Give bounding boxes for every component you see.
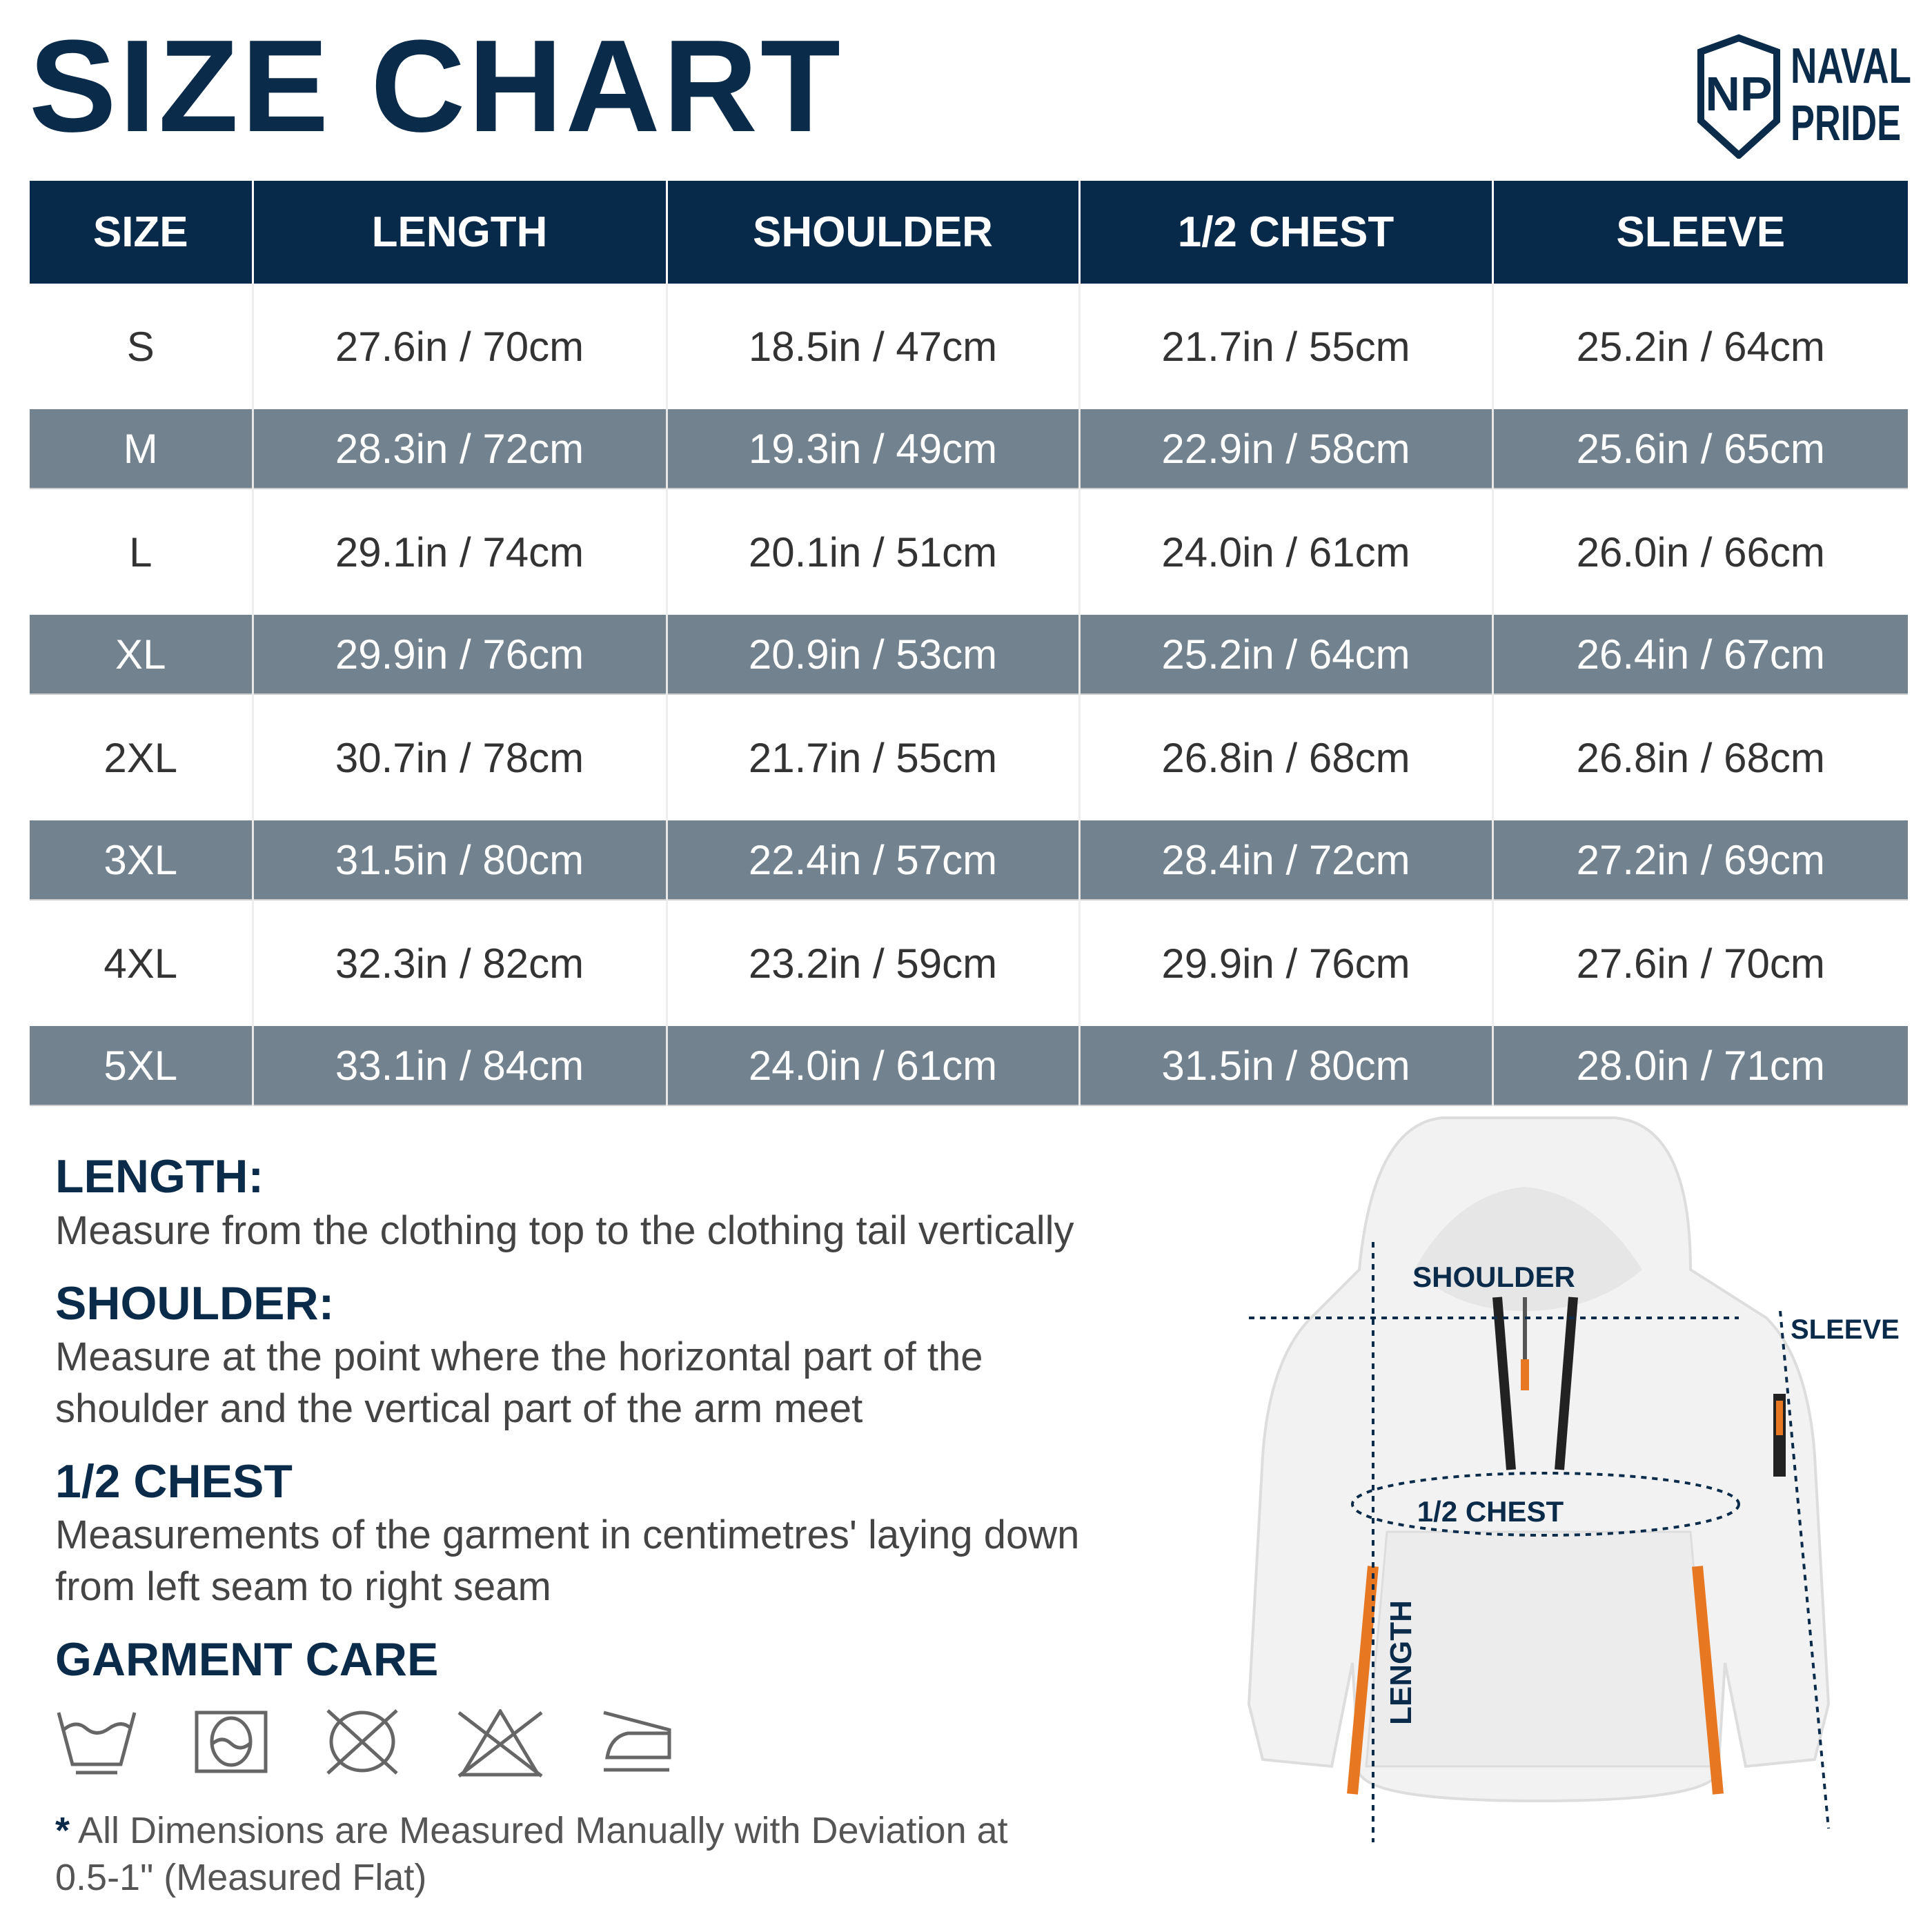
chest-cell: 24.0in / 61cm [1078, 489, 1492, 615]
size-cell: L [30, 489, 253, 615]
svg-text:PRIDE: PRIDE [1791, 96, 1901, 151]
chest-cell: 28.4in / 72cm [1078, 820, 1492, 900]
measurement-note: * All Dimensions are Measured Manually w… [55, 1810, 1008, 1898]
size-cell: 2XL [30, 694, 253, 820]
chest-cell: 29.9in / 76cm [1078, 900, 1492, 1026]
table-row: 5XL 33.1in / 84cm 24.0in / 61cm 31.5in / 80… [30, 1026, 1908, 1106]
length-label: LENGTH [1384, 1600, 1418, 1725]
length-cell: 29.9in / 76cm [251, 615, 667, 695]
sleeve-cell: 27.2in / 69cm [1491, 820, 1908, 900]
garment-care-heading: GARMENT CARE [55, 1633, 439, 1686]
header-chest: 1/2 CHEST [1078, 181, 1492, 284]
length-cell: 32.3in / 82cm [251, 900, 667, 1026]
measurement-info: LENGTH: Measure from the clothing top to… [55, 1149, 1242, 1778]
chest-heading: 1/2 CHEST [55, 1455, 293, 1508]
table-row: 3XL 31.5in / 80cm 22.4in / 57cm 28.4in / 72… [30, 820, 1908, 900]
sleeve-cell: 25.2in / 64cm [1491, 284, 1908, 409]
iron-icon [603, 1711, 671, 1772]
length-cell: 31.5in / 80cm [251, 820, 667, 900]
chest-cell: 22.9in / 58cm [1078, 409, 1492, 489]
shoulder-cell: 24.0in / 61cm [665, 1026, 1079, 1106]
sleeve-cell: 28.0in / 71cm [1491, 1026, 1908, 1106]
length-cell: 28.3in / 72cm [251, 409, 667, 489]
shoulder-cell: 22.4in / 57cm [665, 820, 1079, 900]
sleeve-cell: 27.6in / 70cm [1491, 900, 1908, 1026]
length-cell: 33.1in / 84cm [251, 1026, 667, 1106]
chest-cell: 31.5in / 80cm [1078, 1026, 1492, 1106]
do-not-dry-clean-icon [326, 1708, 398, 1775]
naval-pride-logo: NP NAVAL PRIDE [1697, 34, 1911, 159]
chest-arrow [1351, 1472, 1740, 1537]
length-heading: LENGTH: [55, 1150, 264, 1203]
sleeve-cell: 25.6in / 65cm [1491, 409, 1908, 489]
do-not-bleach-icon [457, 1708, 543, 1777]
shoulder-cell: 19.3in / 49cm [665, 409, 1079, 489]
shoulder-cell: 23.2in / 59cm [665, 900, 1079, 1026]
logo-monogram: NP [1705, 67, 1772, 121]
sleeve-cell: 26.8in / 68cm [1491, 694, 1908, 820]
header-sleeve: SLEEVE [1491, 181, 1908, 284]
sleeve-label: SLEEVE [1791, 1314, 1900, 1345]
length-cell: 29.1in / 74cm [251, 489, 667, 615]
size-cell: 5XL [30, 1026, 253, 1106]
table-row: 2XL 30.7in / 78cm 21.7in / 55cm 26.8in / 68… [30, 694, 1908, 820]
shoulder-cell: 21.7in / 55cm [665, 694, 1079, 820]
shoulder-heading: SHOULDER: [55, 1276, 335, 1330]
shoulder-cell: 20.9in / 53cm [665, 615, 1079, 695]
hand-wash-icon [57, 1711, 137, 1775]
header-size: SIZE [30, 181, 253, 284]
sleeve-cell: 26.4in / 67cm [1491, 615, 1908, 695]
table-row: XL 29.9in / 76cm 20.9in / 53cm 25.2in / 64c… [30, 615, 1908, 695]
length-cell: 27.6in / 70cm [251, 284, 667, 409]
size-cell: XL [30, 615, 253, 695]
sleeve-cell: 26.0in / 66cm [1491, 489, 1908, 615]
shoulder-cell: 18.5in / 47cm [665, 284, 1079, 409]
size-cell: M [30, 409, 253, 489]
table-row: S 27.6in / 70cm 18.5in / 47cm 21.7in / 55cm… [30, 284, 1908, 409]
table-header: SIZE LENGTH SHOULDER 1/2 CHEST SLEEVE [30, 181, 1908, 284]
chest-text: Measurements of the garment in centimetr… [55, 1512, 1080, 1609]
tumble-dry-icon [195, 1711, 268, 1773]
hoodie-diagram: SHOULDER 1/2 CHEST LENGTH SLEEVE [1247, 1116, 1900, 1842]
shoulder-text: Measure at the point where the horizonta… [55, 1334, 983, 1431]
length-text: Measure from the clothing top to the clo… [55, 1208, 1074, 1253]
chest-cell: 25.2in / 64cm [1078, 615, 1492, 695]
table-row: L 29.1in / 74cm 20.1in / 51cm 24.0in / 61cm… [30, 489, 1908, 615]
chest-cell: 26.8in / 68cm [1078, 694, 1492, 820]
length-cell: 30.7in / 78cm [251, 694, 667, 820]
header-shoulder: SHOULDER [665, 181, 1079, 284]
page-title: SIZE CHART [29, 13, 843, 159]
hoodie-illustration [1247, 1116, 1831, 1803]
table-row: M 28.3in / 72cm 19.3in / 49cm 22.9in / 58cm… [30, 409, 1908, 489]
size-cell: 3XL [30, 820, 253, 900]
header-length: LENGTH [251, 181, 667, 284]
svg-text:NAVAL: NAVAL [1791, 39, 1911, 94]
sleeve-arrow [1779, 1310, 1830, 1829]
chest-label: 1/2 CHEST [1417, 1495, 1564, 1528]
table-row: 4XL 32.3in / 82cm 23.2in / 59cm 29.9in / 76… [30, 900, 1908, 1026]
care-icons [55, 1708, 1242, 1778]
shoulder-cell: 20.1in / 51cm [665, 489, 1079, 615]
size-cell: S [30, 284, 253, 409]
size-cell: 4XL [30, 900, 253, 1026]
shoulder-label: SHOULDER [1412, 1261, 1575, 1293]
chest-cell: 21.7in / 55cm [1078, 284, 1492, 409]
